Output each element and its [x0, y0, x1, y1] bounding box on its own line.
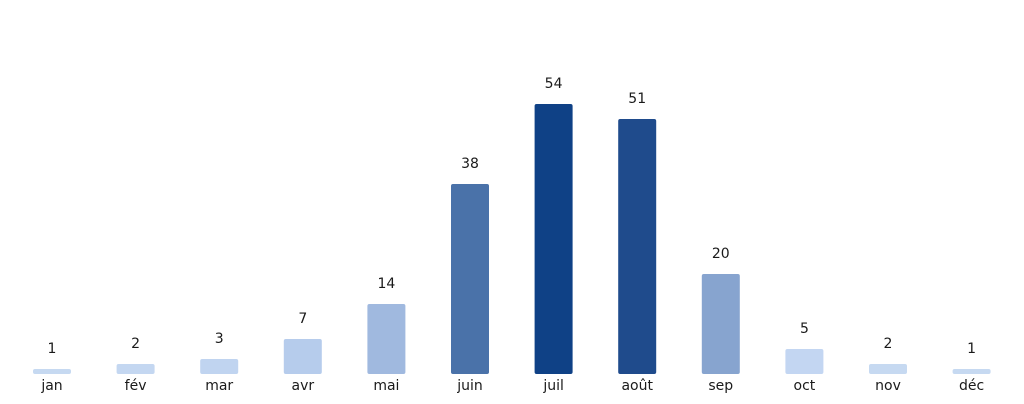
bar: [116, 364, 155, 374]
bar: [451, 184, 489, 374]
value-label: 51: [628, 91, 646, 107]
bar: [701, 274, 740, 374]
value-label: 7: [298, 311, 307, 327]
bar: [283, 339, 322, 374]
x-tick-label: fév: [125, 378, 147, 394]
x-tick-label: avr: [291, 378, 314, 394]
x-tick-label: juil: [542, 378, 564, 394]
value-label: 14: [377, 276, 395, 292]
value-label: 20: [712, 246, 730, 262]
x-tick-label: déc: [959, 378, 984, 394]
value-label: 38: [461, 156, 479, 172]
bar: [200, 359, 239, 374]
value-label: 3: [215, 331, 224, 347]
bar: [952, 369, 991, 374]
bar: [367, 304, 406, 374]
x-tick-label: oct: [794, 378, 816, 394]
bar: [869, 364, 907, 374]
x-tick-label: sep: [708, 378, 733, 394]
value-label: 2: [131, 336, 140, 352]
bar: [618, 119, 657, 374]
x-tick-label: mar: [205, 378, 233, 394]
value-label: 5: [800, 321, 809, 337]
value-label: 1: [48, 341, 57, 357]
value-label: 2: [884, 336, 893, 352]
bar: [534, 104, 573, 374]
x-tick-label: juin: [456, 378, 483, 394]
value-label: 1: [967, 341, 976, 357]
bar: [33, 369, 71, 374]
x-tick-label: mai: [373, 378, 399, 394]
x-tick-label: nov: [875, 378, 901, 394]
x-tick-label: août: [621, 378, 653, 394]
x-tick-label: jan: [40, 378, 62, 394]
value-label: 54: [545, 76, 563, 92]
bar: [785, 349, 824, 374]
